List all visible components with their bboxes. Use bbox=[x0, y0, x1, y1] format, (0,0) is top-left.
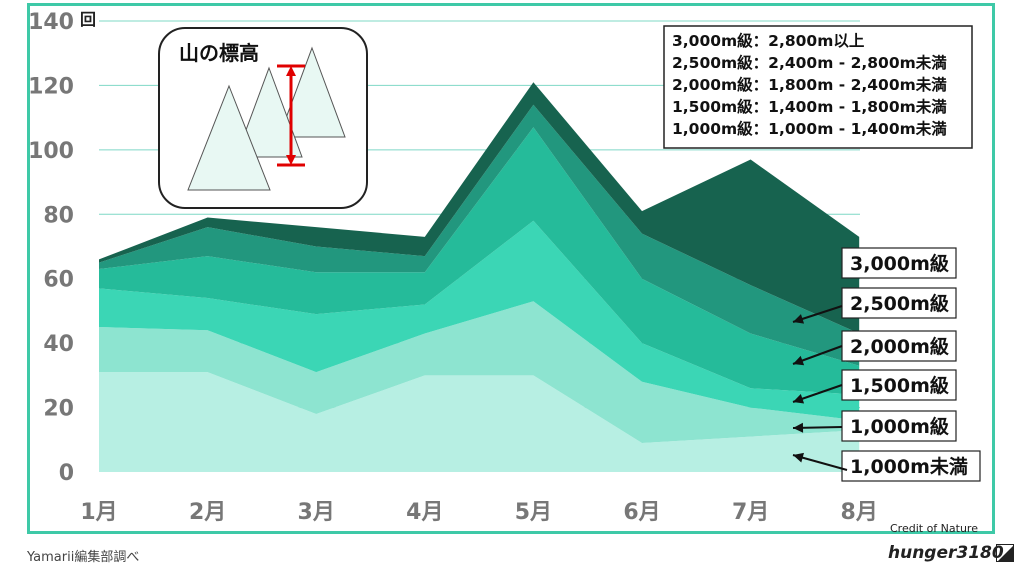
area-series bbox=[99, 82, 860, 472]
x-tick-label: 7月 bbox=[732, 500, 769, 525]
area-series-band bbox=[99, 220, 860, 421]
mountain-icon bbox=[235, 66, 303, 158]
y-axis: 0 20 40 60 80 100 120 140 bbox=[28, 10, 74, 486]
x-tick-label: 1月 bbox=[80, 500, 117, 525]
x-tick-label: 5月 bbox=[515, 500, 552, 525]
source-note: Yamarii編集部調べ bbox=[27, 550, 140, 565]
x-tick-label: 6月 bbox=[623, 500, 660, 525]
series-label-box bbox=[841, 410, 957, 442]
series-label: 1,500m級 bbox=[850, 374, 949, 397]
arrow-head-icon bbox=[793, 355, 805, 366]
series-label-box bbox=[841, 450, 981, 482]
series-label: 2,500m級 bbox=[850, 292, 949, 315]
area-series-band bbox=[99, 82, 860, 334]
legend-entry: 3,000m級：2,800m以上 bbox=[672, 31, 865, 50]
y-tick-label: 120 bbox=[28, 74, 74, 99]
brand-logo-icon bbox=[996, 544, 1014, 562]
y-tick-label: 20 bbox=[43, 397, 74, 422]
series-label-box bbox=[841, 287, 957, 319]
inset-title: 山の標高 bbox=[179, 41, 259, 65]
elevation-inset: 山の標高 bbox=[158, 27, 368, 209]
arrow-head-icon bbox=[793, 393, 805, 404]
series-label: 1,000m級 bbox=[850, 415, 949, 438]
y-tick-label: 140 bbox=[28, 10, 74, 35]
credit-brand: hunger3180 bbox=[888, 543, 1004, 563]
arrow-head-icon bbox=[793, 314, 805, 324]
x-tick-label: 3月 bbox=[298, 500, 335, 525]
arrow-head-icon bbox=[793, 422, 804, 433]
y-tick-label: 60 bbox=[43, 268, 74, 293]
legend-entry: 2,500m級：2,400m - 2,800m未満 bbox=[672, 53, 947, 72]
chart-frame bbox=[27, 3, 995, 534]
y-tick-label: 40 bbox=[43, 332, 74, 357]
area-series-band bbox=[99, 301, 860, 444]
legend-entry: 1,000m級：1,000m - 1,400m未満 bbox=[672, 119, 947, 138]
legend-frame bbox=[663, 25, 973, 149]
credit-label: Credit of Nature bbox=[890, 522, 978, 535]
area-series-band bbox=[99, 372, 860, 472]
arrow-up-icon bbox=[286, 66, 296, 76]
mountain-icon bbox=[278, 46, 346, 138]
series-label: 1,000m未満 bbox=[850, 455, 968, 478]
legend-box: 3,000m級：2,800m以上 2,500m級：2,400m - 2,800m未… bbox=[663, 25, 973, 149]
x-tick-label: 2月 bbox=[189, 500, 226, 525]
x-tick-label: 4月 bbox=[406, 500, 443, 525]
mountain-icon bbox=[187, 84, 271, 191]
series-label-box bbox=[841, 247, 957, 279]
series-labels: 3,000m級 2,500m級 2,000m級 1,500m級 1,000m級 1,000… bbox=[792, 247, 981, 482]
arrow-down-icon bbox=[286, 155, 296, 165]
y-tick-label: 100 bbox=[28, 139, 74, 164]
arrow-head-icon bbox=[793, 452, 804, 463]
legend-entry: 1,500m級：1,400m - 1,800m未満 bbox=[672, 97, 947, 116]
x-tick-label: 8月 bbox=[841, 500, 878, 525]
y-tick-label: 0 bbox=[59, 461, 74, 486]
area-series-band bbox=[99, 127, 860, 395]
series-label: 2,000m級 bbox=[850, 335, 949, 358]
y-tick-label: 80 bbox=[43, 203, 74, 228]
legend-entry: 2,000m級：1,800m - 2,400m未満 bbox=[672, 75, 947, 94]
series-label: 3,000m級 bbox=[850, 252, 949, 275]
y-unit-label: 回 bbox=[80, 10, 96, 29]
series-label-box bbox=[841, 330, 957, 362]
x-axis: 1月 2月 3月 4月 5月 6月 7月 8月 bbox=[80, 500, 878, 525]
area-series-band bbox=[99, 104, 860, 366]
